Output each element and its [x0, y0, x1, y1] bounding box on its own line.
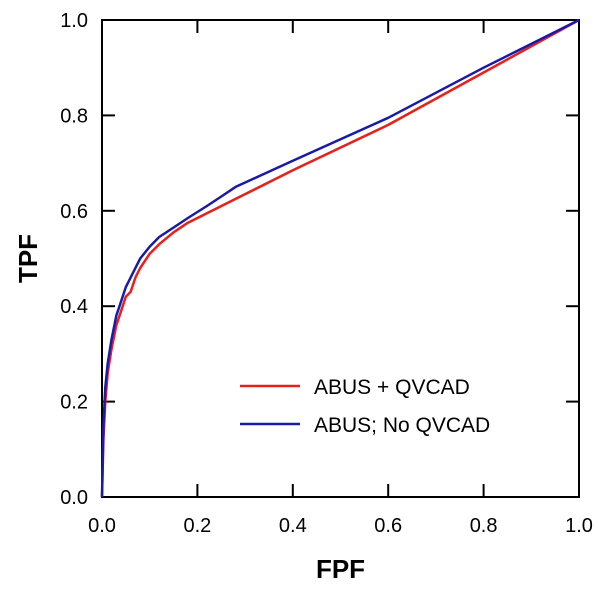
- x-tick-label: 0.4: [279, 515, 307, 537]
- y-tick-label: 0.6: [60, 201, 88, 223]
- x-tick-label: 1.0: [565, 515, 593, 537]
- y-tick-label: 0.0: [60, 487, 88, 509]
- y-tick-label: 0.4: [60, 296, 88, 318]
- tick-labels: 0.0 0.2 0.4 0.6 0.8 1.0 0.0 0.2 0.4 0.6 0.8 1.0: [60, 10, 593, 537]
- plot-frame: [101, 19, 580, 498]
- series-line-1: [100, 18, 580, 498]
- y-tick-label: 0.2: [60, 392, 88, 414]
- y-tick-label: 0.8: [60, 105, 88, 127]
- legend-label-1: ABUS + QVCAD: [314, 376, 470, 399]
- x-axis-title: FPF: [316, 554, 365, 584]
- series-line-2: [100, 18, 580, 498]
- legend: ABUS + QVCAD ABUS; No QVCAD: [240, 376, 490, 437]
- y-tick-label: 1.0: [60, 10, 88, 32]
- x-tick-label: 0.6: [374, 515, 402, 537]
- y-axis-title: TPF: [13, 234, 43, 283]
- plot-border: [101, 19, 580, 498]
- x-tick-label: 0.2: [183, 515, 211, 537]
- legend-label-2: ABUS; No QVCAD: [314, 414, 490, 437]
- series-lines: [100, 18, 580, 498]
- x-tick-label: 0.0: [88, 515, 116, 537]
- x-tick-label: 0.8: [470, 515, 498, 537]
